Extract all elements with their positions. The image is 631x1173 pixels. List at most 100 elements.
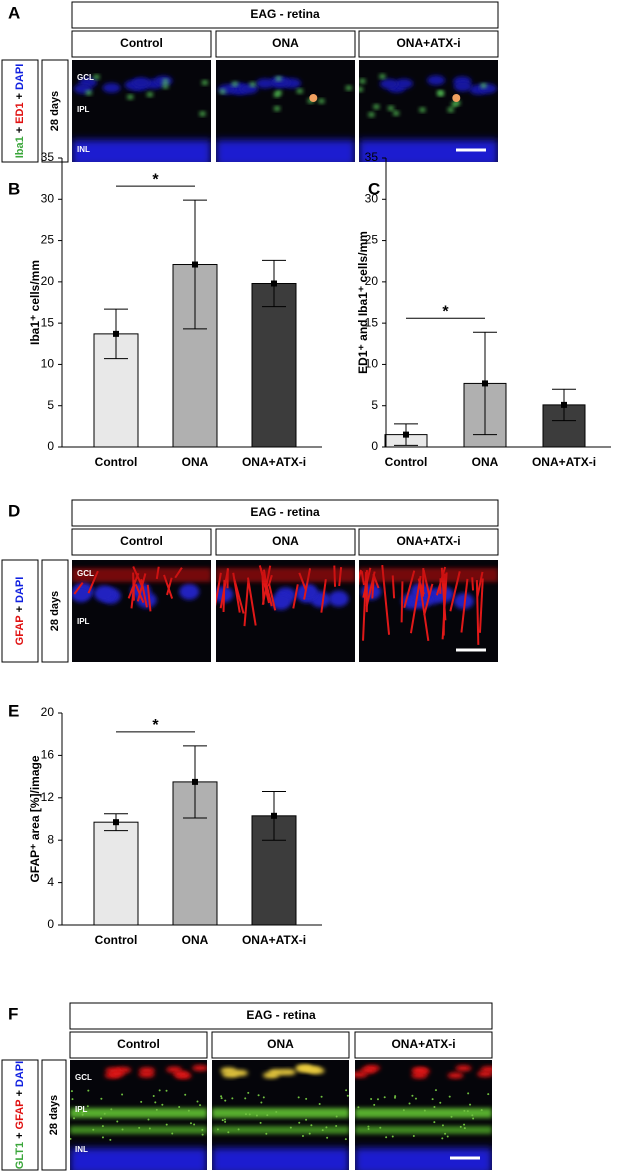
glt1-speck [165, 1123, 168, 1126]
y-tick-label: 30 [41, 191, 55, 205]
x-tick-label: ONA+ATX-i [532, 455, 596, 469]
column-box [358, 30, 499, 58]
column-header: ONA [272, 534, 299, 548]
stain-part: GFAP [14, 615, 26, 645]
header-box [71, 499, 499, 527]
astrocyte [409, 575, 422, 634]
glt1-speck [87, 1089, 90, 1092]
glt1-speck [92, 1128, 95, 1131]
astrocyte [172, 1071, 189, 1078]
astrocyte [73, 582, 84, 595]
glt1-speck [247, 1091, 250, 1094]
microglia [359, 87, 363, 92]
column-header: Control [120, 36, 163, 50]
stain-label: GFAP + DAPI [14, 577, 26, 646]
glt1-speck [255, 1114, 258, 1117]
astrocyte [295, 1065, 312, 1072]
nucleus [270, 593, 291, 610]
astrocyte [320, 579, 327, 613]
astrocyte [292, 584, 299, 609]
glt1-speck [231, 1097, 234, 1100]
glt1-speck [223, 1118, 226, 1121]
glt1-band [355, 1108, 492, 1118]
microglia [219, 89, 226, 94]
microglia [162, 79, 169, 84]
glt1-band [212, 1126, 349, 1134]
header: EAG - retina [250, 505, 320, 519]
glt1-speck [367, 1127, 370, 1130]
glt1-speck [391, 1135, 394, 1138]
micrograph-signal [72, 566, 211, 612]
microglia [368, 112, 375, 117]
mean-marker [113, 819, 119, 826]
glt1-speck [379, 1126, 382, 1129]
astrocyte [268, 583, 277, 611]
nucleus [297, 583, 318, 600]
glt1-speck [216, 1128, 219, 1131]
time-label: 28 days [49, 91, 61, 131]
astrocyte [220, 1067, 237, 1074]
glt1-speck [248, 1113, 251, 1116]
glt1-speck [441, 1124, 444, 1127]
y-tick-label: 20 [365, 274, 379, 288]
glt1-speck [345, 1089, 348, 1092]
glt1-speck [237, 1128, 240, 1131]
y-tick-label: 20 [41, 274, 55, 288]
astrocyte [460, 578, 469, 633]
glt1-speck [463, 1123, 466, 1126]
column-header: ONA+ATX-i [391, 1037, 455, 1051]
layer-label: GCL [75, 1073, 92, 1082]
panel-label: D [8, 501, 20, 520]
y-tick-label: 25 [41, 233, 55, 247]
microglia [318, 99, 325, 104]
micrograph-signal [216, 76, 355, 162]
glt1-speck [357, 1106, 360, 1109]
microglia [127, 95, 134, 100]
glt1-speck [346, 1094, 349, 1097]
nucleus [394, 78, 413, 89]
astrocyte [140, 578, 148, 608]
glt1-speck [441, 1137, 444, 1140]
micrograph-signal [72, 75, 211, 162]
glt1-speck [193, 1123, 196, 1126]
column-header: ONA [272, 36, 299, 50]
glt1-speck [260, 1101, 263, 1104]
glt1-speck [367, 1125, 370, 1128]
glt1-speck [423, 1109, 426, 1112]
stain-part: + [14, 1132, 26, 1138]
astrocyte [423, 583, 434, 616]
glt1-speck [467, 1092, 470, 1095]
y-tick-label: 12 [41, 790, 55, 804]
glt1-speck [158, 1089, 161, 1092]
glt1-speck [472, 1117, 475, 1120]
astrocyte [411, 1067, 428, 1074]
glt1-speck [121, 1093, 124, 1096]
glt1-speck [103, 1112, 106, 1115]
glt1-speck [101, 1136, 104, 1139]
y-axis-label: GFAP⁺ area [%]/image [28, 755, 42, 882]
stain-part: ED1 [14, 102, 26, 123]
glt1-speck [308, 1132, 311, 1135]
y-tick-label: 0 [47, 439, 54, 453]
panel-label: E [8, 701, 19, 720]
microglia [373, 104, 380, 109]
glt1-speck [297, 1096, 300, 1099]
y-tick-label: 0 [371, 439, 378, 453]
nucleus [427, 75, 446, 86]
astrocyte [308, 1067, 325, 1074]
glt1-speck [335, 1125, 338, 1128]
micrograph-signal [359, 564, 498, 645]
glt1-speck [402, 1109, 405, 1112]
glt1-speck [433, 1121, 436, 1124]
time-box [41, 59, 69, 163]
micrograph-signal [70, 1065, 207, 1170]
header-box [69, 1002, 493, 1030]
glt1-speck [257, 1094, 260, 1097]
glt1-speck [305, 1097, 308, 1100]
bar [251, 283, 297, 448]
astrocyte [146, 584, 152, 612]
glt1-speck [376, 1098, 379, 1101]
column-box [215, 528, 356, 556]
astrocyte [477, 1071, 492, 1078]
astro-band [359, 568, 498, 582]
